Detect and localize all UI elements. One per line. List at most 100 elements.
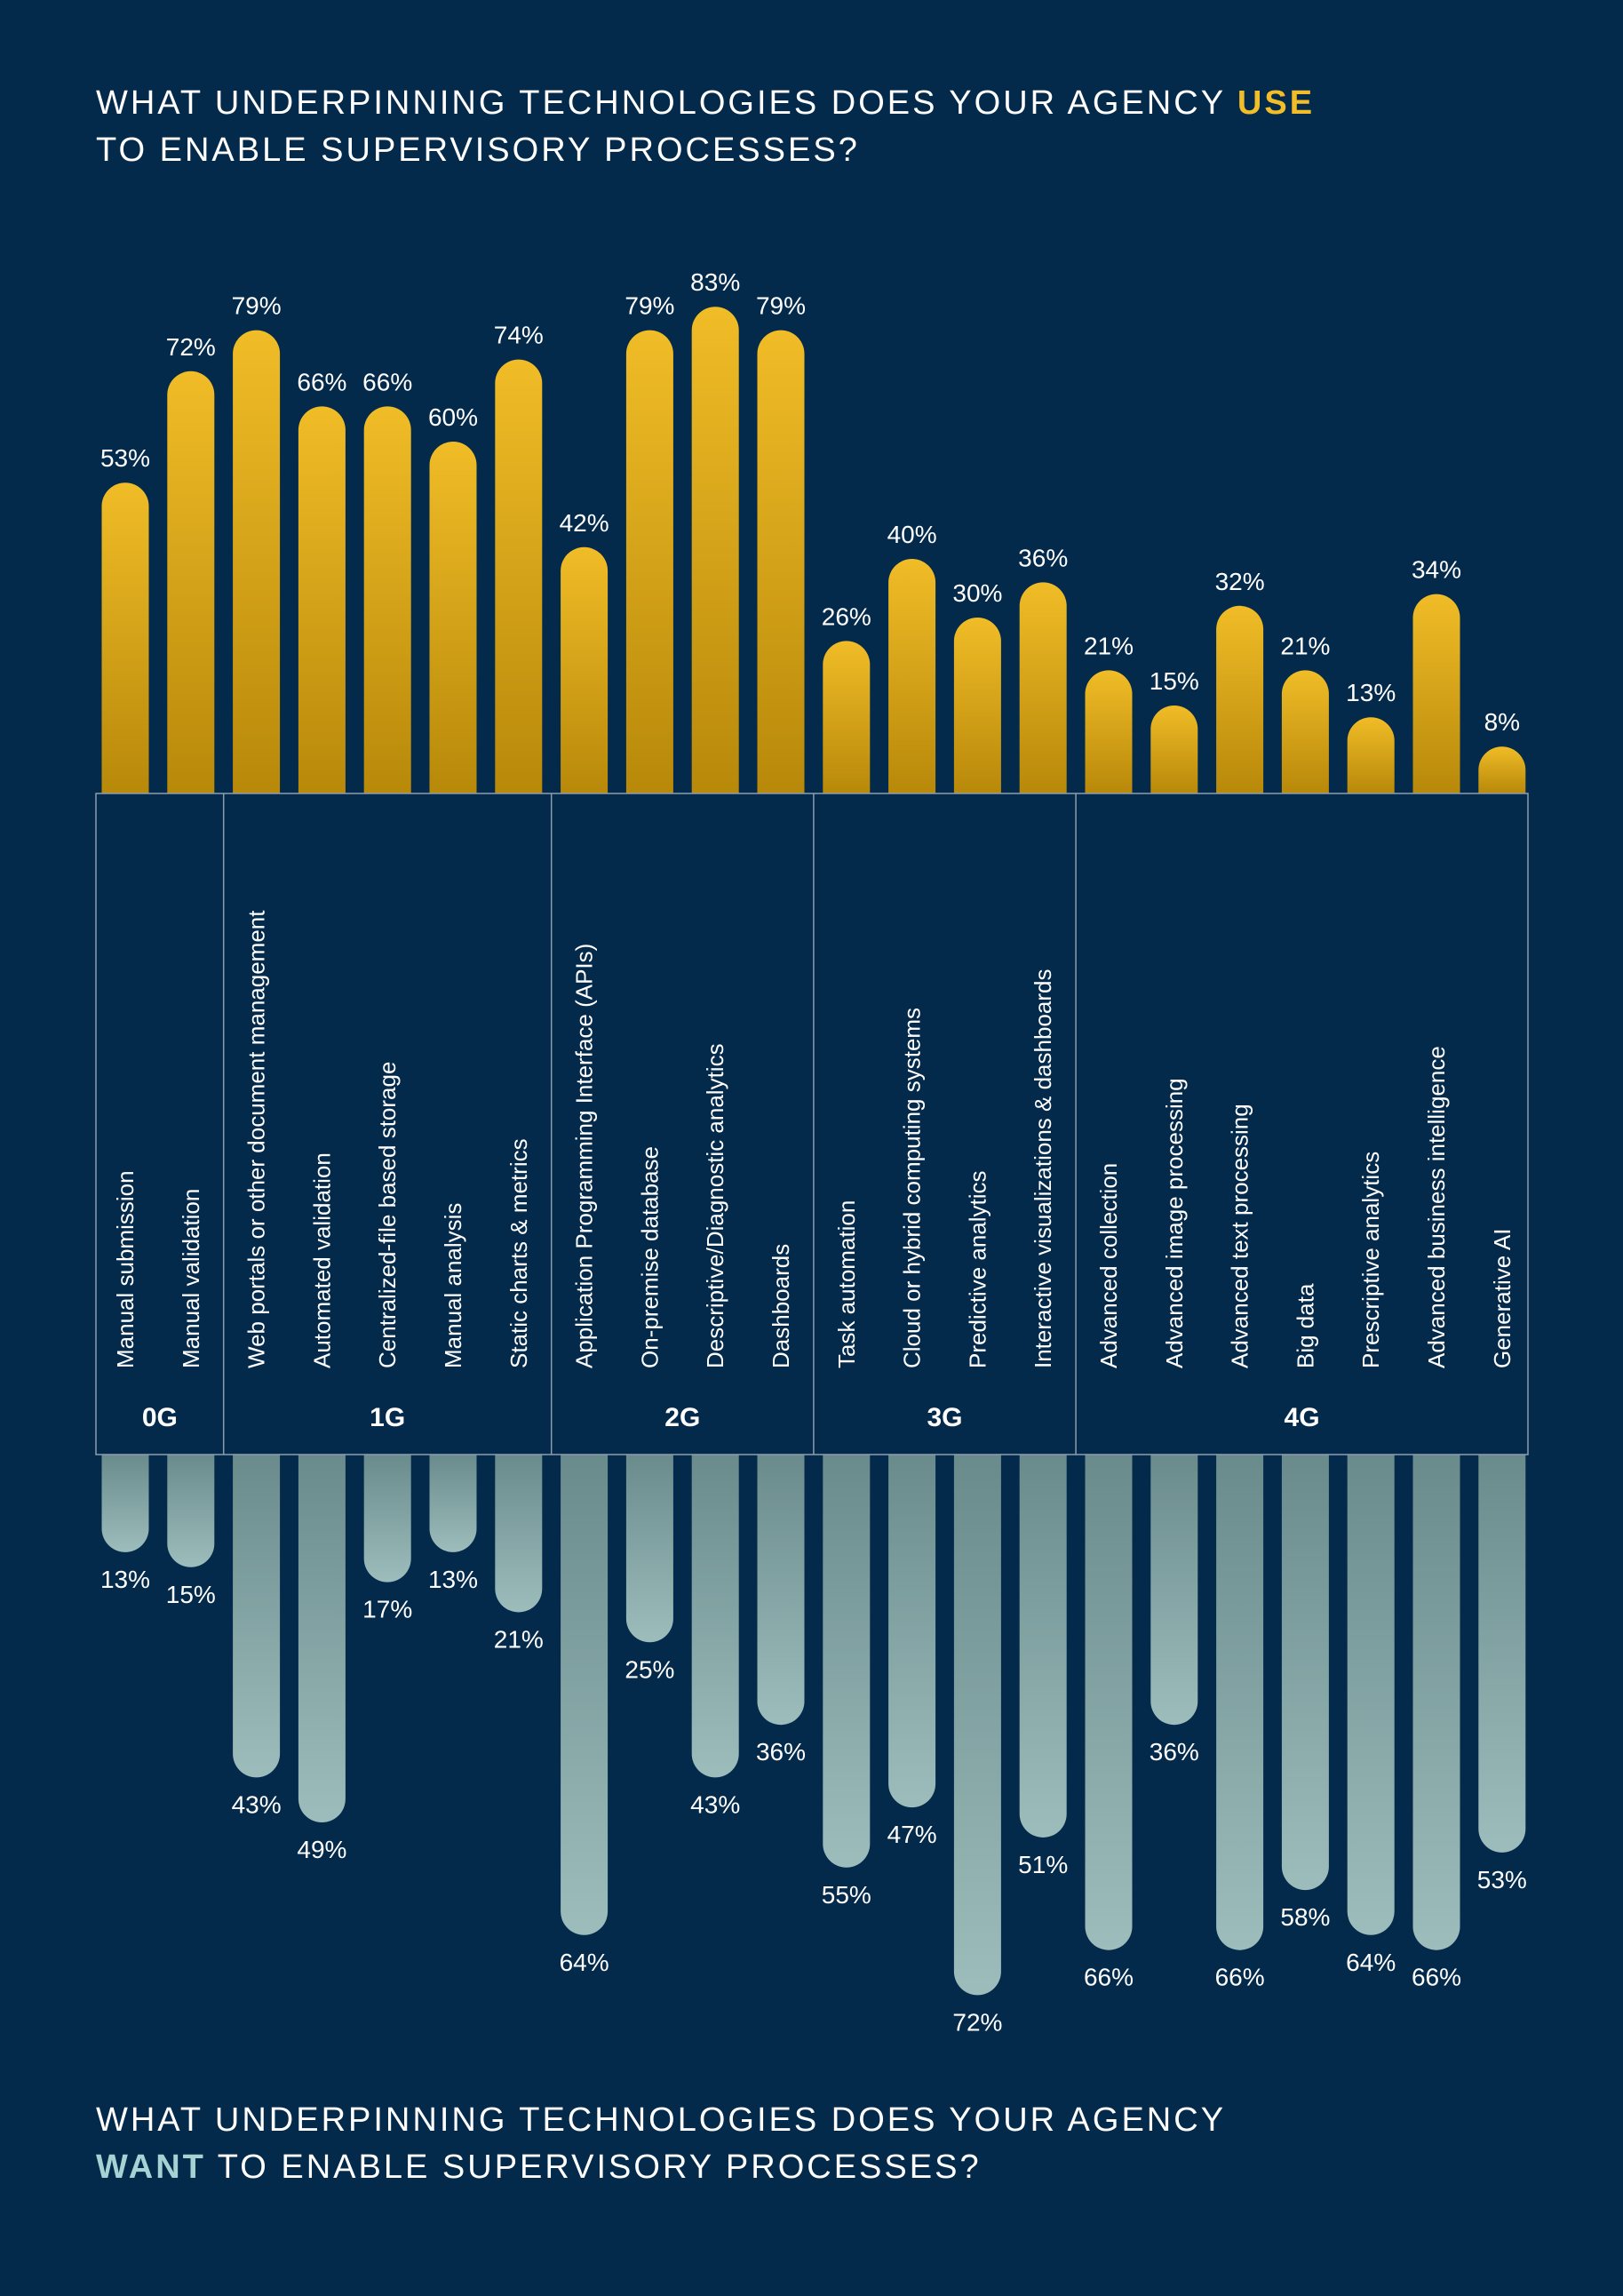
use-bar-advanced-collection	[1085, 670, 1133, 793]
use-value-label: 60%	[428, 403, 478, 431]
use-bar-static-charts-metrics	[495, 359, 543, 793]
use-bar-manual-analysis	[429, 442, 477, 793]
want-bar-prescriptive-analytics	[1347, 1455, 1395, 1935]
want-value-label: 53%	[1477, 1866, 1527, 1893]
want-bar-manual-validation	[167, 1455, 215, 1567]
use-question-title: WHAT UNDERPINNING TECHNOLOGIES DOES YOUR…	[96, 80, 1315, 174]
use-bar-manual-submission	[101, 482, 149, 793]
want-bar-task-automation	[823, 1455, 871, 1868]
want-value-label: 47%	[887, 1821, 937, 1848]
want-bar-centralized-file-based-storage	[363, 1455, 411, 1582]
want-value-label: 43%	[690, 1790, 740, 1818]
want-question-title: WHAT UNDERPINNING TECHNOLOGIES DOES YOUR…	[96, 2097, 1226, 2191]
group-label-4g: 4G	[1285, 1403, 1320, 1432]
category-label-manual-validation: Manual validation	[178, 1189, 204, 1368]
category-label-automated-validation: Automated validation	[308, 1152, 335, 1368]
use-value-label: 15%	[1150, 667, 1199, 695]
use-bar-descriptive-diagnostic-analytics	[691, 307, 739, 793]
use-value-label: 21%	[1280, 632, 1330, 659]
use-value-label: 79%	[625, 292, 674, 320]
category-label-box: Manual submission Manual validation Web po…	[95, 793, 1529, 1455]
category-label-advanced-collection: Advanced collection	[1095, 1163, 1122, 1368]
category-label-prescriptive-analytics: Prescriptive analytics	[1357, 1152, 1384, 1368]
use-value-label: 32%	[1215, 568, 1265, 595]
category-label-generative-ai: Generative AI	[1489, 1228, 1516, 1368]
want-bar-big-data	[1281, 1455, 1329, 1891]
use-title-highlight: USE	[1237, 84, 1316, 122]
want-bar-web-portals-or-other-document-management	[233, 1455, 281, 1778]
use-value-label: 36%	[1018, 544, 1068, 571]
category-label-interactive-visualizations-dashboards: Interactive visualizations & dashboards	[1030, 969, 1056, 1368]
group-label-0g: 0G	[142, 1403, 178, 1432]
want-value-label: 58%	[1280, 1903, 1330, 1931]
use-value-label: 13%	[1346, 679, 1396, 706]
want-title-line1: WHAT UNDERPINNING TECHNOLOGIES DOES YOUR…	[96, 2101, 1227, 2139]
want-bar-advanced-collection	[1085, 1455, 1133, 1950]
category-label-task-automation: Task automation	[833, 1200, 860, 1368]
want-title-suffix: TO ENABLE SUPERVISORY PROCESSES?	[217, 2149, 982, 2186]
category-label-advanced-business-intelligence: Advanced business intelligence	[1423, 1046, 1450, 1368]
want-value-label: 21%	[494, 1625, 544, 1653]
want-value-label: 49%	[297, 1836, 346, 1863]
group-label-2g: 2G	[664, 1403, 700, 1432]
want-bar-descriptive-diagnostic-analytics	[691, 1455, 739, 1778]
want-value-label: 66%	[1084, 1964, 1134, 1991]
use-bar-big-data	[1281, 670, 1329, 793]
want-bar-manual-analysis	[429, 1455, 477, 1552]
use-bar-dashboards	[757, 330, 805, 794]
want-bar-on-premise-database	[625, 1455, 673, 1643]
want-value-label: 64%	[560, 1949, 609, 1976]
want-bar-application-programming-interface-apis	[561, 1455, 609, 1935]
use-value-label: 26%	[822, 602, 871, 630]
want-value-label: 13%	[428, 1566, 478, 1593]
want-value-label: 66%	[1215, 1964, 1265, 1991]
want-series: 13% 15% 43% 49% 17% 13% 21% 64% 25% 43% 36% 55% 47% 7…	[100, 1455, 1527, 2036]
want-bar-automated-validation	[298, 1455, 346, 1823]
want-bar-advanced-image-processing	[1150, 1455, 1198, 1726]
category-label-cloud-or-hybrid-computing-systems: Cloud or hybrid computing systems	[899, 1008, 926, 1368]
use-bar-advanced-business-intelligence	[1412, 594, 1460, 793]
use-bar-on-premise-database	[625, 330, 673, 794]
want-bar-interactive-visualizations-dashboards	[1019, 1455, 1067, 1838]
category-label-manual-submission: Manual submission	[112, 1170, 139, 1368]
category-label-predictive-analytics: Predictive analytics	[964, 1170, 991, 1368]
want-bar-advanced-text-processing	[1216, 1455, 1264, 1950]
want-bar-manual-submission	[101, 1455, 149, 1552]
group-label-1g: 1G	[370, 1403, 405, 1432]
want-bar-advanced-business-intelligence	[1412, 1455, 1460, 1950]
use-bar-cloud-or-hybrid-computing-systems	[888, 559, 936, 793]
use-bar-interactive-visualizations-dashboards	[1019, 582, 1067, 793]
want-bar-predictive-analytics	[953, 1455, 1001, 1996]
use-value-label: 66%	[362, 368, 412, 395]
want-title-highlight: WANT	[96, 2149, 206, 2186]
use-value-label: 53%	[100, 444, 150, 472]
category-label-application-programming-interface-apis: Application Programming Interface (APIs)	[571, 944, 598, 1368]
use-value-label: 79%	[232, 292, 282, 320]
use-bar-manual-validation	[167, 371, 215, 793]
label-box-border	[95, 793, 1529, 1455]
use-value-label: 8%	[1484, 708, 1520, 736]
category-label-static-charts-metrics: Static charts & metrics	[505, 1138, 532, 1368]
want-value-label: 43%	[232, 1790, 282, 1818]
category-label-descriptive-diagnostic-analytics: Descriptive/Diagnostic analytics	[702, 1043, 728, 1368]
use-bar-centralized-file-based-storage	[363, 406, 411, 793]
use-value-label: 66%	[297, 368, 346, 395]
category-label-on-premise-database: On-premise database	[636, 1146, 663, 1368]
want-bar-static-charts-metrics	[495, 1455, 543, 1613]
category-label-big-data: Big data	[1292, 1283, 1318, 1368]
use-bar-prescriptive-analytics	[1347, 717, 1395, 793]
use-value-label: 34%	[1412, 556, 1461, 584]
category-label-advanced-text-processing: Advanced text processing	[1227, 1104, 1253, 1368]
use-bar-predictive-analytics	[953, 618, 1001, 793]
group-label-3g: 3G	[927, 1403, 962, 1432]
want-value-label: 15%	[166, 1581, 216, 1608]
use-bar-advanced-image-processing	[1150, 706, 1198, 793]
want-value-label: 17%	[362, 1596, 412, 1623]
want-bar-generative-ai	[1478, 1455, 1526, 1853]
use-bar-application-programming-interface-apis	[561, 546, 609, 793]
category-label-dashboards: Dashboards	[768, 1244, 794, 1368]
use-value-label: 30%	[952, 579, 1002, 607]
use-bar-web-portals-or-other-document-management	[233, 330, 281, 794]
